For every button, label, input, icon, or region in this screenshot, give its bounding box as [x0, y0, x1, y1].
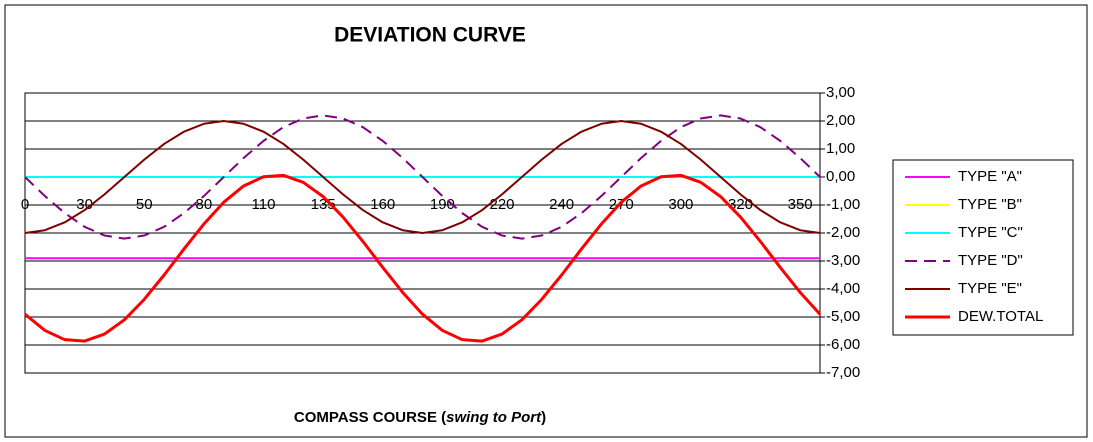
x-tick-label: 350	[788, 196, 813, 213]
x-tick-label: 110	[252, 196, 276, 213]
x-tick-label: 0	[21, 196, 29, 213]
x-tick-label: 50	[136, 196, 153, 213]
legend-box	[892, 159, 1074, 336]
chart-title: DEVIATION CURVE	[334, 24, 526, 47]
legend-label: TYPE "D"	[958, 252, 1023, 269]
x-tick-label: 135	[311, 196, 336, 213]
y-tick-label: -1,00	[826, 196, 860, 213]
x-title-part: COMPASS COURSE (	[294, 409, 446, 426]
y-tick-label: -3,00	[826, 252, 860, 269]
y-tick-label: -7,00	[826, 364, 860, 381]
y-tick-label: 2,00	[826, 112, 855, 129]
y-tick-label: -5,00	[826, 308, 860, 325]
y-tick-label: -4,00	[826, 280, 860, 297]
x-tick-label: 160	[370, 196, 395, 213]
x-tick-label: 30	[76, 196, 93, 213]
x-tick-label: 240	[549, 196, 574, 213]
x-tick-label: 300	[668, 196, 693, 213]
y-tick-label: 0,00	[826, 168, 855, 185]
y-tick-label: 1,00	[826, 140, 855, 157]
x-title-part: )	[541, 409, 546, 426]
series-line	[24, 173, 822, 343]
legend-label: TYPE "E"	[958, 280, 1022, 297]
legend-label: TYPE "B"	[958, 196, 1022, 213]
y-tick-label: -2,00	[826, 224, 860, 241]
x-tick-label: 80	[196, 196, 213, 213]
y-tick-label: 3,00	[826, 84, 855, 101]
x-title-part: swing to Port	[446, 409, 542, 426]
series-line	[24, 120, 821, 234]
legend-label: TYPE "C"	[958, 224, 1023, 241]
x-axis-title: COMPASS COURSE (swing to Port)	[294, 409, 546, 426]
x-tick-label: 220	[489, 196, 514, 213]
legend-label: DEW.TOTAL	[958, 308, 1043, 325]
series-line	[24, 114, 821, 240]
legend-label: TYPE "A"	[958, 168, 1022, 185]
y-tick-label: -6,00	[826, 336, 860, 353]
x-tick-label: 320	[728, 196, 753, 213]
